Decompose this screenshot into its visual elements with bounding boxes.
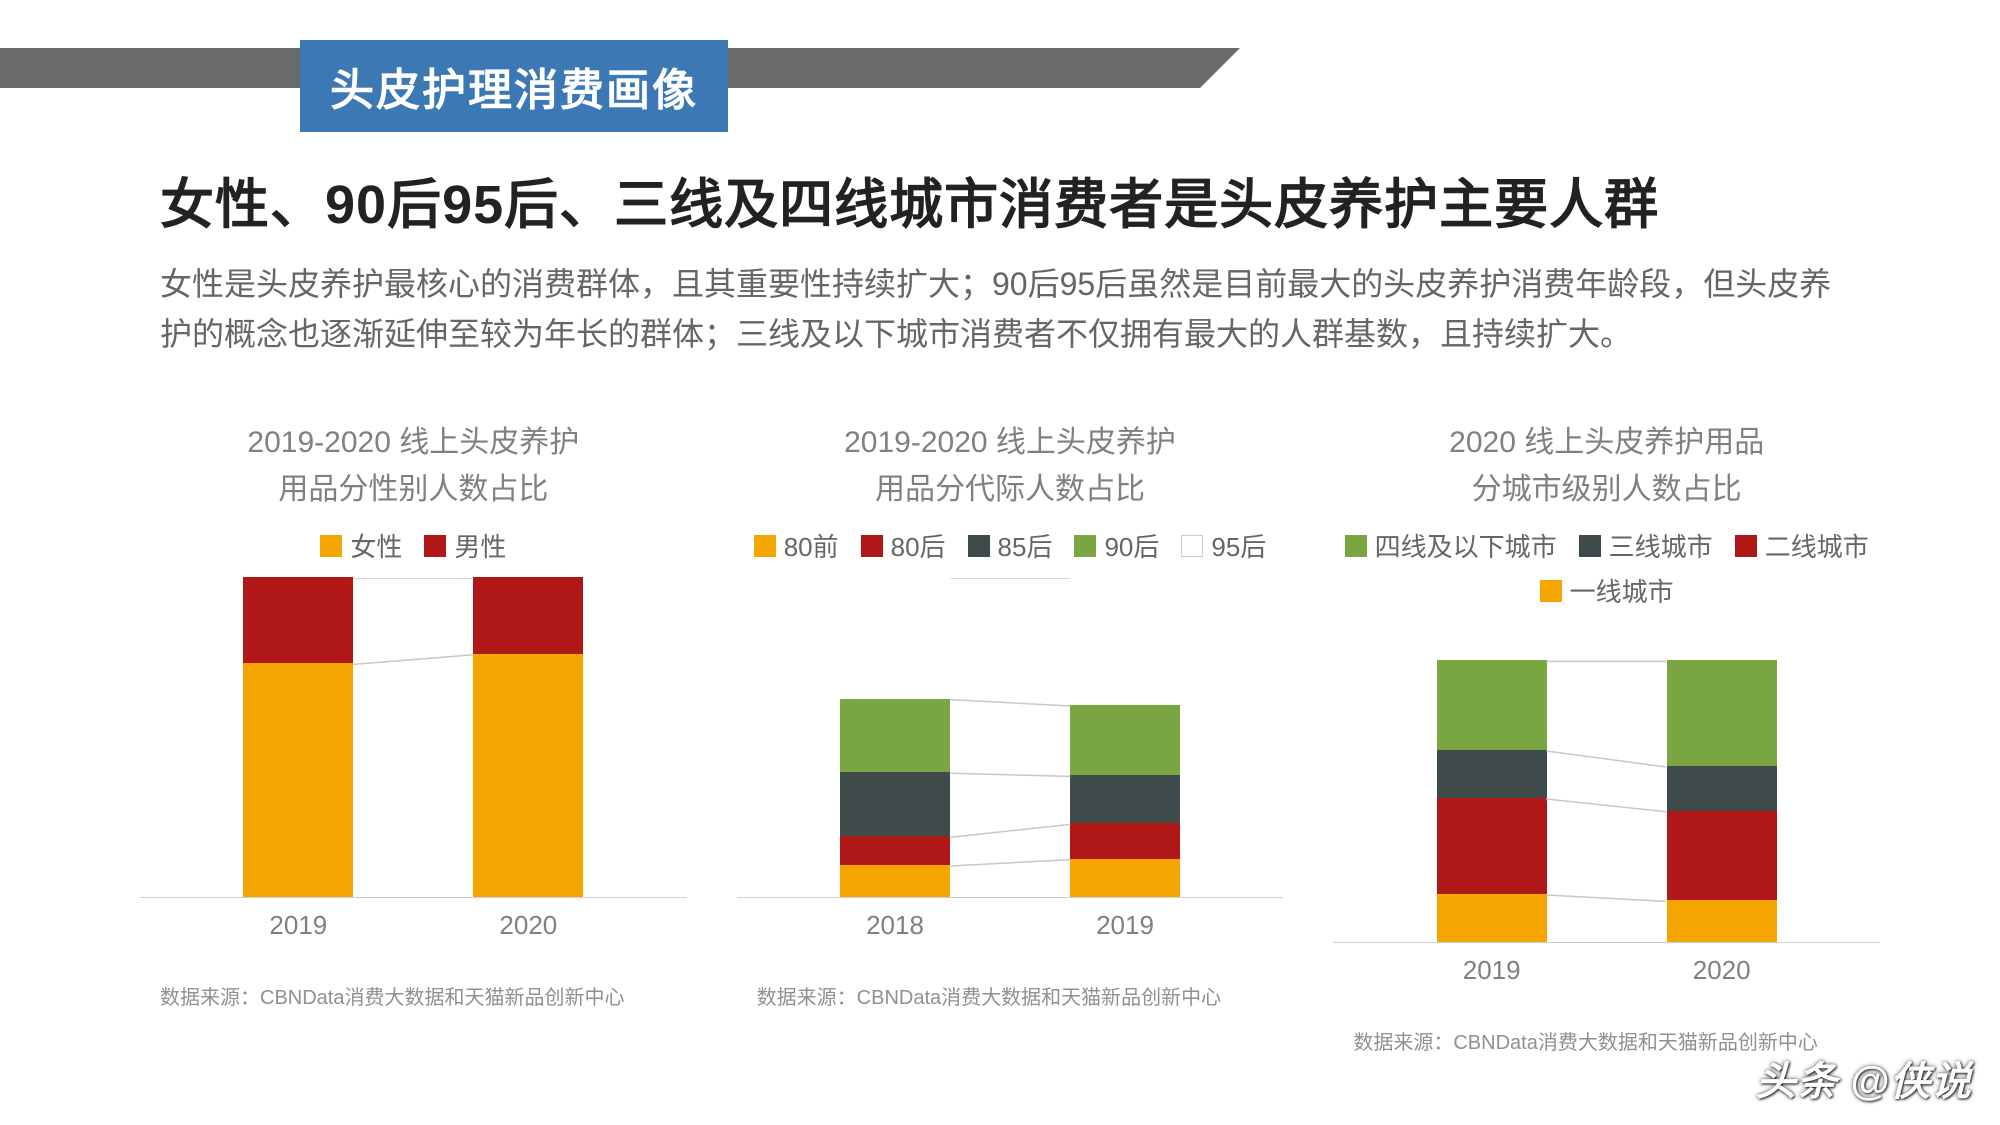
connector-lines [1333,623,1880,943]
legend-item: 80后 [861,527,946,564]
charts-row: 2019-2020 线上头皮养护 用品分性别人数占比 女性男性 20192020… [140,420,1880,1055]
chart-legend: 女性 男性 [140,527,687,564]
legend-label: 四线及以下城市 [1375,527,1557,564]
legend-item: 女性 [320,527,402,564]
legend-label: 三线城市 [1609,527,1713,564]
bar-segment [473,577,583,654]
bar-segment [1437,750,1547,798]
legend-swatch [861,535,883,557]
legend-swatch [754,535,776,557]
bar-segment [1437,894,1547,942]
legend-label: 80后 [891,527,946,564]
bar-segment [1070,775,1180,823]
subtitle: 女性是头皮养护最核心的消费群体，且其重要性持续扩大；90后95后虽然是目前最大的… [160,260,1860,359]
connector-lines [737,578,1284,898]
legend-swatch [1181,535,1203,557]
x-axis-label: 2020 [473,910,583,941]
bar-segment [840,577,950,699]
section-tab: 头皮护理消费画像 [300,40,728,132]
bar-segment [1070,705,1180,775]
legend-item: 80前 [754,527,839,564]
legend-label: 85后 [998,527,1053,564]
bar-segment [1070,859,1180,897]
legend-label: 80前 [784,527,839,564]
legend-label: 95后 [1211,527,1266,564]
chart-title: 2019-2020 线上头皮养护 用品分性别人数占比 [140,420,687,513]
legend-swatch [320,535,342,557]
legend-swatch [1579,535,1601,557]
chart-plot [1333,623,1880,943]
chart-title-line: 2019-2020 线上头皮养护 [844,426,1176,459]
chart-title: 2019-2020 线上头皮养护 用品分代际人数占比 [737,420,1284,513]
chart-source: 数据来源：CBNData消费大数据和天猫新品创新中心 [737,981,1284,1010]
chart-title-line: 2020 线上头皮养护用品 [1449,426,1764,459]
legend-label: 90后 [1104,527,1159,564]
x-axis-label: 2020 [1667,955,1777,986]
bar-segment [1437,660,1547,750]
chart-plot [140,578,687,898]
legend-label: 一线城市 [1570,572,1674,609]
bar [840,577,950,897]
legend-item: 90后 [1074,527,1159,564]
chart-gender: 2019-2020 线上头皮养护 用品分性别人数占比 女性 男性 2019 2020… [140,420,687,1055]
bar-segment [1070,577,1180,705]
chart-xlabels: 2019 2020 [140,910,687,941]
legend-swatch [1735,535,1757,557]
chart-source: 数据来源：CBNData消费大数据和天猫新品创新中心 [140,981,687,1010]
legend-swatch [424,535,446,557]
chart-title: 2020 线上头皮养护用品 分城市级别人数占比 [1333,420,1880,513]
legend-label: 女性 [350,527,402,564]
bar-segment [840,836,950,865]
bar-segment [840,865,950,897]
bar-segment [1667,900,1777,942]
bar [1667,660,1777,942]
bar [1437,660,1547,942]
watermark: 头条 @侠说 [1756,1049,1972,1107]
bar-segment [1667,660,1777,766]
legend-swatch [1074,535,1096,557]
bar-segment [840,772,950,836]
legend-item: 85后 [968,527,1053,564]
x-axis-label: 2018 [840,910,950,941]
bar-segment [1667,811,1777,901]
bar [473,577,583,897]
chart-legend: 80前 80后 85后 90后 95后 [737,527,1284,564]
chart-title-line: 用品分代际人数占比 [875,473,1145,506]
chart-xlabels: 2019 2020 [1333,955,1880,986]
legend-item: 一线城市 [1540,572,1674,609]
legend-item: 三线城市 [1579,527,1713,564]
chart-title-line: 2019-2020 线上头皮养护 [247,426,579,459]
legend-swatch [1345,535,1367,557]
chart-plot [737,578,1284,898]
bar-segment [1667,766,1777,811]
bar-segment [243,663,353,897]
bar [1070,577,1180,897]
bar-segment [1437,798,1547,894]
legend-item: 95后 [1181,527,1266,564]
legend-item: 男性 [424,527,506,564]
bar-segment [243,577,353,663]
legend-swatch [968,535,990,557]
chart-title-line: 分城市级别人数占比 [1472,473,1742,506]
legend-swatch [1540,580,1562,602]
chart-title-line: 用品分性别人数占比 [278,473,548,506]
chart-generation: 2019-2020 线上头皮养护 用品分代际人数占比 80前 80后 85后 90后 9… [737,420,1284,1055]
legend-label: 二线城市 [1765,527,1869,564]
x-axis-label: 2019 [1070,910,1180,941]
bar [243,577,353,897]
bar-segment [840,699,950,773]
main-title: 女性、90后95后、三线及四线城市消费者是头皮养护主要人群 [160,160,1659,239]
chart-legend: 四线及以下城市 三线城市 二线城市一线城市 [1333,527,1880,609]
chart-city-tier: 2020 线上头皮养护用品 分城市级别人数占比 四线及以下城市 三线城市 二线城市一… [1333,420,1880,1055]
legend-item: 四线及以下城市 [1345,527,1557,564]
x-axis-label: 2019 [1437,955,1547,986]
legend-label: 男性 [454,527,506,564]
x-axis-label: 2019 [243,910,353,941]
connector-lines [140,578,687,898]
bar-segment [1070,823,1180,858]
bar-segment [473,654,583,897]
legend-item: 二线城市 [1735,527,1869,564]
chart-xlabels: 2018 2019 [737,910,1284,941]
